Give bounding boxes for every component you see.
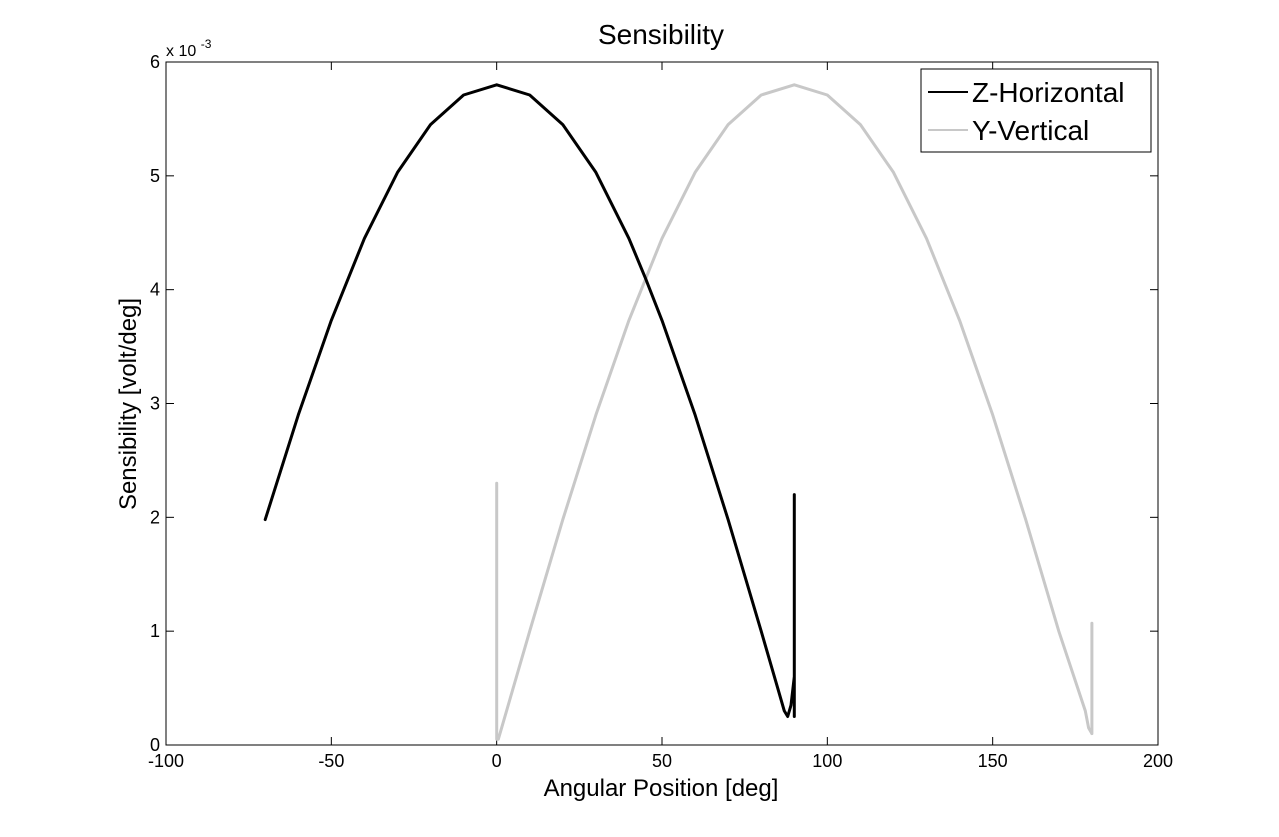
plot-frame xyxy=(165,61,1159,746)
x-tick-label: -100 xyxy=(148,751,184,771)
x-tick-labels: -100 -50 0 50 100 150 200 xyxy=(148,751,1173,771)
legend: Z-Horizontal Y-Vertical xyxy=(920,68,1152,153)
y-tick-label: 5 xyxy=(150,166,160,186)
series-line-y-vertical xyxy=(495,83,1094,741)
x-tick-label: 50 xyxy=(652,751,672,771)
axis-ticks xyxy=(165,61,1159,746)
series-line-z-horizontal xyxy=(263,83,796,718)
y-tick-label: 3 xyxy=(150,394,160,414)
y-tick-label: 4 xyxy=(150,280,160,300)
legend-box xyxy=(920,68,1152,153)
y-tick-labels: 0 1 2 3 4 5 6 xyxy=(150,52,160,755)
series-layer xyxy=(263,83,1094,741)
x-tick-label: 200 xyxy=(1143,751,1173,771)
x-axis-title: Angular Position [deg] xyxy=(544,775,779,802)
y-multiplier-label: x 10 -3 xyxy=(166,37,212,60)
x-tick-label: -50 xyxy=(318,751,344,771)
y-tick-label: 2 xyxy=(150,507,160,527)
legend-label-z-horizontal: Z-Horizontal xyxy=(972,77,1124,108)
y-multiplier-exponent: -3 xyxy=(201,37,212,51)
y-tick-label: 0 xyxy=(150,735,160,755)
y-tick-label: 1 xyxy=(150,621,160,641)
x-tick-label: 150 xyxy=(978,751,1008,771)
y-axis-title: Sensibility [volt/deg] xyxy=(115,298,142,510)
y-tick-label: 6 xyxy=(150,52,160,72)
x-tick-label: 0 xyxy=(492,751,502,771)
x-tick-label: 100 xyxy=(812,751,842,771)
y-multiplier-base: x 10 xyxy=(166,43,196,60)
plot-area xyxy=(165,61,1159,746)
legend-label-y-vertical: Y-Vertical xyxy=(972,115,1089,146)
chart-title: Sensibility xyxy=(598,19,724,50)
